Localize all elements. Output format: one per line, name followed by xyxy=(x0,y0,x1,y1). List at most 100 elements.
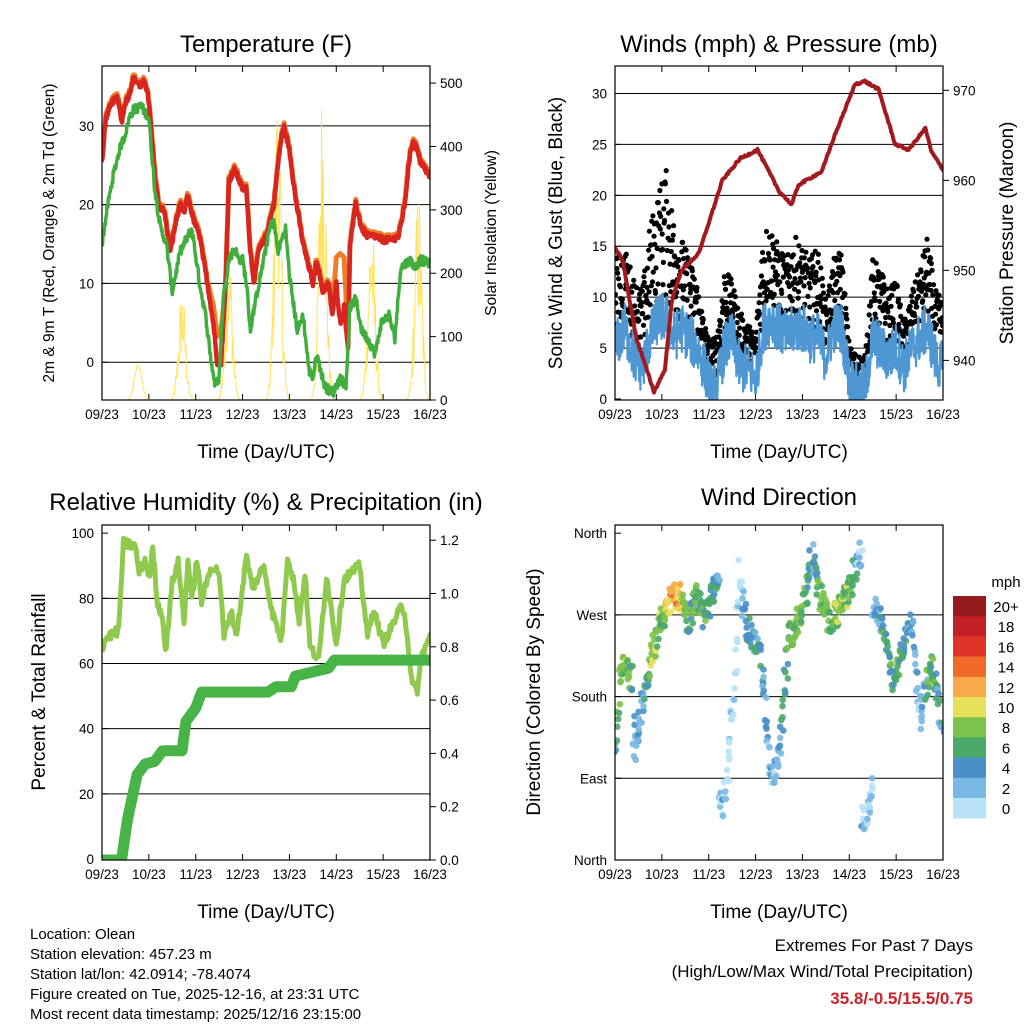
wind-direction-point xyxy=(735,556,742,564)
wind-direction-point xyxy=(699,623,706,631)
gust-point xyxy=(887,322,893,329)
y-tick-label: 100 xyxy=(71,526,94,541)
gust-point xyxy=(830,290,836,296)
wind-direction-point xyxy=(907,611,914,618)
gust-point xyxy=(890,320,897,326)
wind-direction-point xyxy=(823,600,831,607)
gust-point xyxy=(820,290,827,296)
wind-direction-point xyxy=(884,643,892,650)
gust-point xyxy=(793,267,799,273)
gust-point xyxy=(822,296,829,302)
gust-point xyxy=(744,338,751,344)
gust-point xyxy=(676,257,682,263)
gust-point xyxy=(897,302,904,308)
gust-point xyxy=(706,339,713,345)
gust-point xyxy=(918,269,924,275)
wind-direction-point xyxy=(879,614,886,622)
gust-point xyxy=(932,326,938,332)
gust-point xyxy=(769,278,775,284)
gust-point xyxy=(848,346,854,352)
y-right-tick-label: 960 xyxy=(953,173,976,188)
gust-point xyxy=(813,269,819,275)
x-tick-label: 10/23 xyxy=(132,867,166,882)
wind-direction-point xyxy=(777,750,785,757)
gust-point xyxy=(660,282,666,288)
elevation-text: Station elevation: 457.23 m xyxy=(30,946,212,963)
y-tick-label: 15 xyxy=(592,239,607,254)
wind-direction-point xyxy=(763,694,770,701)
gust-point xyxy=(843,311,849,317)
wind-direction-point xyxy=(853,570,861,577)
humidity-y-label: Percent & Total Rainfall xyxy=(29,593,50,790)
gust-point xyxy=(639,288,645,294)
gust-point xyxy=(837,286,843,292)
gust-point xyxy=(650,213,656,219)
wind-direction-point xyxy=(825,608,833,616)
gust-point xyxy=(615,276,622,282)
gust-point xyxy=(825,293,831,299)
humidity-title: Relative Humidity (%) & Precipitation (i… xyxy=(49,489,482,516)
gust-point xyxy=(699,308,705,315)
wind-direction-point xyxy=(912,660,919,668)
wind-direction-point xyxy=(635,725,642,733)
gust-point xyxy=(807,285,813,291)
gust-point xyxy=(724,305,730,311)
gust-point xyxy=(933,322,940,328)
winds-x-label: Time (Day/UTC) xyxy=(710,442,848,463)
gust-point xyxy=(805,293,811,299)
gust-point xyxy=(654,245,660,252)
wind-direction-point xyxy=(805,572,812,579)
legend-title: mph xyxy=(991,574,1020,591)
gust-point xyxy=(672,254,678,260)
x-tick-label: 14/23 xyxy=(832,867,866,882)
x-tick-label: 16/23 xyxy=(926,867,960,882)
legend-swatch xyxy=(953,737,986,758)
x-tick-label: 13/23 xyxy=(786,867,820,882)
gust-point xyxy=(716,334,722,340)
gust-point xyxy=(683,247,689,253)
gust-point xyxy=(649,279,656,285)
y-tick-label: 30 xyxy=(79,119,94,134)
wind-direction-point xyxy=(725,737,733,745)
y-tick-label: 40 xyxy=(79,722,94,737)
humidity-plot-area xyxy=(102,535,430,860)
gust-point xyxy=(667,261,673,267)
y-tick-label: 5 xyxy=(599,341,607,356)
gust-point xyxy=(659,231,665,237)
gust-point xyxy=(753,329,760,335)
legend-label: 16 xyxy=(998,639,1015,656)
gust-point xyxy=(801,255,808,261)
gust-point xyxy=(615,291,618,297)
y-right-tick-label: 0.0 xyxy=(440,853,459,868)
gust-point xyxy=(812,279,818,286)
legend-label: 20+ xyxy=(993,599,1019,616)
wind-direction-point xyxy=(742,600,750,608)
gust-point xyxy=(722,286,729,292)
gust-point xyxy=(660,246,666,253)
gust-point xyxy=(865,342,871,348)
wind-direction-point xyxy=(780,727,787,734)
gust-point xyxy=(785,252,791,258)
x-tick-label: 15/23 xyxy=(879,407,913,422)
gust-point xyxy=(818,296,824,302)
wind-direction-point xyxy=(933,670,940,677)
gust-point xyxy=(901,333,907,339)
gust-point xyxy=(790,252,797,258)
y-tick-label: East xyxy=(580,771,607,786)
wind-direction-point xyxy=(776,734,784,742)
gust-point xyxy=(834,278,840,284)
extremes-subtitle: (High/Low/Max Wind/Total Precipitation) xyxy=(672,962,973,981)
gust-point xyxy=(648,242,654,248)
gust-point xyxy=(767,257,773,263)
gust-point xyxy=(809,270,815,276)
gust-point xyxy=(868,298,875,305)
gust-point xyxy=(684,297,690,303)
gust-point xyxy=(912,279,918,285)
gust-point xyxy=(646,289,652,295)
gust-point xyxy=(684,271,690,277)
gust-point xyxy=(936,292,942,298)
wind-direction-point xyxy=(746,615,753,622)
gust-point xyxy=(929,267,935,273)
wind-direction-point xyxy=(631,721,638,729)
temperature-x-label: Time (Day/UTC) xyxy=(197,442,335,463)
